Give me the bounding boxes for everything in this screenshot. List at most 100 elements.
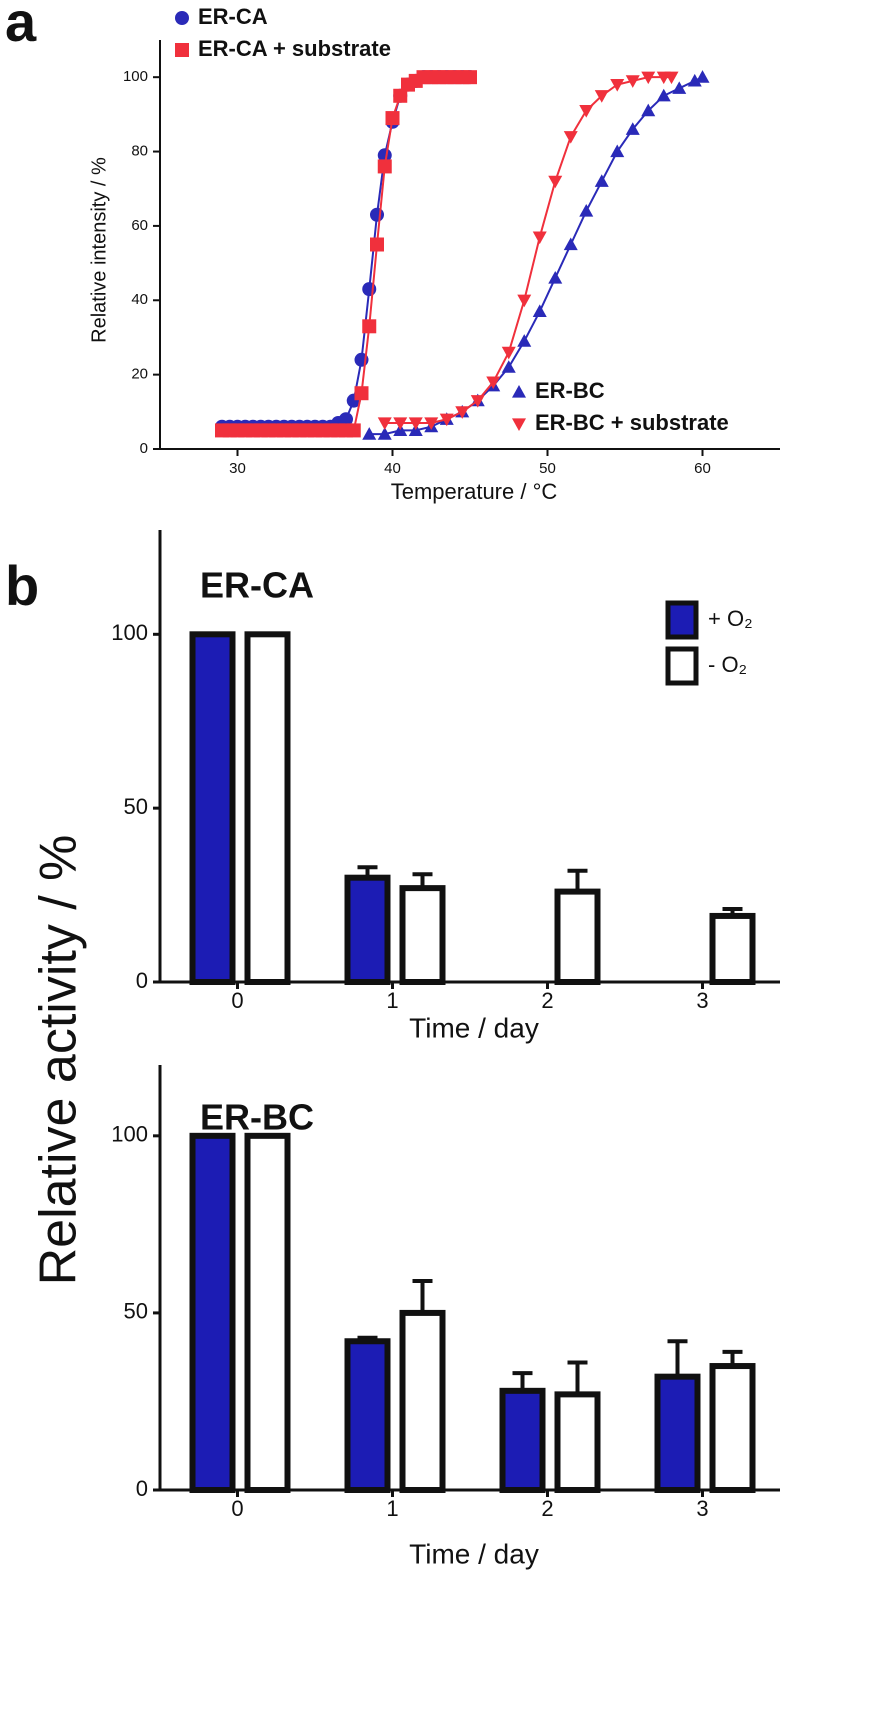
marker xyxy=(377,417,392,430)
legend-label: ER-BC + substrate xyxy=(535,410,729,435)
marker xyxy=(377,427,392,440)
bar xyxy=(654,1373,701,1493)
marker xyxy=(393,417,408,430)
bar xyxy=(399,885,446,985)
marker xyxy=(362,427,377,440)
bar xyxy=(189,1132,236,1494)
marker xyxy=(594,90,609,103)
marker xyxy=(470,395,485,408)
marker xyxy=(579,105,594,118)
series-line xyxy=(384,76,672,424)
bar xyxy=(499,1387,546,1494)
y-tick-label: 0 xyxy=(136,1476,148,1501)
marker xyxy=(656,88,671,102)
marker xyxy=(517,334,532,347)
marker xyxy=(625,122,640,135)
marker xyxy=(563,237,578,251)
y-tick-label: 100 xyxy=(123,68,148,85)
panel-label: b xyxy=(5,554,39,617)
series-line xyxy=(222,76,470,428)
marker xyxy=(672,81,687,94)
marker xyxy=(548,175,563,189)
x-tick-label: 40 xyxy=(384,460,401,477)
x-tick-label: 3 xyxy=(696,1496,708,1521)
x-tick-label: 1 xyxy=(386,1496,398,1521)
marker xyxy=(664,71,679,85)
x-tick-label: 30 xyxy=(229,460,246,477)
marker xyxy=(594,174,609,187)
marker xyxy=(532,304,547,318)
bar xyxy=(554,1391,601,1493)
marker xyxy=(548,270,563,284)
y-tick-label: 40 xyxy=(131,291,148,308)
marker xyxy=(687,73,702,87)
y-tick-label: 20 xyxy=(131,366,148,383)
legend-swatch xyxy=(665,600,699,640)
x-axis-label: Time / day xyxy=(409,1538,539,1569)
y-tick-label: 0 xyxy=(140,440,148,457)
marker xyxy=(610,144,625,158)
marker xyxy=(377,159,392,174)
y-tick-label: 50 xyxy=(124,794,148,819)
marker xyxy=(377,148,392,163)
marker xyxy=(517,294,532,308)
marker xyxy=(695,70,710,83)
marker xyxy=(463,70,477,85)
x-tick-label: 60 xyxy=(694,460,711,477)
panel-label: a xyxy=(5,0,37,53)
marker xyxy=(370,237,384,252)
legend-label: ER-CA xyxy=(198,4,268,29)
marker xyxy=(641,71,656,85)
marker xyxy=(339,412,353,427)
bar xyxy=(709,912,756,986)
marker xyxy=(501,360,516,373)
legend-label: ER-CA + substrate xyxy=(198,36,391,61)
y-axis-label: Relative activity / % xyxy=(30,835,88,1286)
chart-title: ER-CA xyxy=(200,565,314,606)
legend-label: + O₂ xyxy=(708,606,753,631)
marker xyxy=(625,75,640,88)
marker xyxy=(408,417,423,430)
series-line xyxy=(222,76,470,432)
bar xyxy=(709,1363,756,1493)
bar xyxy=(344,874,391,986)
bar xyxy=(399,1309,446,1493)
marker xyxy=(439,413,454,427)
x-tick-label: 2 xyxy=(541,988,553,1013)
y-tick-label: 100 xyxy=(111,620,148,645)
legend-marker xyxy=(512,385,526,398)
marker xyxy=(354,386,369,401)
x-tick-label: 0 xyxy=(231,1496,243,1521)
y-tick-label: 0 xyxy=(136,968,148,993)
legend-swatch xyxy=(665,646,699,686)
bar xyxy=(344,1338,391,1493)
x-tick-label: 3 xyxy=(696,988,708,1013)
y-tick-label: 80 xyxy=(131,143,148,160)
marker xyxy=(579,204,594,217)
marker xyxy=(563,131,578,144)
x-tick-label: 50 xyxy=(539,460,556,477)
legend-label: - O₂ xyxy=(708,652,747,677)
marker xyxy=(641,103,656,117)
x-tick-label: 0 xyxy=(231,988,243,1013)
marker xyxy=(393,88,408,103)
marker xyxy=(370,207,384,222)
legend-marker xyxy=(175,11,189,25)
marker xyxy=(346,423,361,438)
marker xyxy=(501,346,516,360)
y-tick-label: 100 xyxy=(111,1122,148,1147)
marker xyxy=(362,319,377,334)
marker xyxy=(610,79,625,92)
y-tick-label: 50 xyxy=(124,1299,148,1324)
bar xyxy=(244,631,291,985)
marker xyxy=(455,406,470,419)
y-axis-label: Relative intensity / % xyxy=(88,157,110,343)
legend-label: ER-BC xyxy=(535,378,605,403)
x-tick-label: 2 xyxy=(541,1496,553,1521)
bar xyxy=(244,1132,291,1494)
y-tick-label: 60 xyxy=(131,217,148,234)
legend-marker xyxy=(512,418,526,431)
x-axis-label: Time / day xyxy=(409,1012,539,1043)
x-tick-label: 1 xyxy=(386,988,398,1013)
